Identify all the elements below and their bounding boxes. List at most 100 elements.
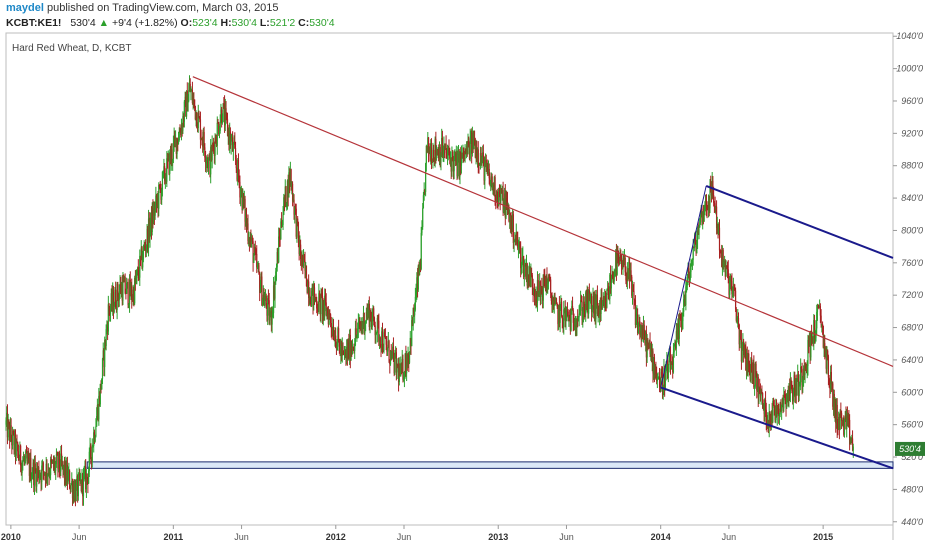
candle-747 — [551, 292, 553, 314]
candle-1142 — [840, 402, 842, 418]
candle-365 — [272, 307, 274, 318]
candle-342 — [255, 248, 257, 256]
candle-267 — [200, 137, 202, 140]
candle-743 — [548, 273, 550, 282]
candle-1113 — [819, 299, 821, 309]
candle-28 — [25, 445, 28, 454]
candle-5 — [9, 421, 11, 449]
x-tick-label-6: 2013 — [488, 532, 508, 542]
candle-274 — [205, 155, 207, 173]
candle-107 — [83, 465, 85, 482]
candle-262 — [196, 122, 199, 133]
candle-691 — [510, 215, 512, 235]
candle-730 — [539, 273, 541, 298]
candle-330 — [246, 218, 248, 230]
candle-702 — [518, 237, 520, 255]
candle-917 — [675, 322, 677, 356]
candle-711 — [525, 262, 527, 280]
candle-1097 — [807, 334, 809, 376]
candle-919 — [677, 318, 679, 343]
y-tick-label-6: 800'0 — [901, 225, 923, 235]
y-tick-label-7: 760'0 — [901, 258, 923, 268]
candle-557 — [412, 307, 414, 331]
candle-500 — [370, 312, 373, 330]
candle-391 — [291, 181, 293, 195]
candle-1159 — [852, 443, 854, 458]
candle-664 — [490, 172, 493, 188]
candle-636 — [470, 130, 472, 145]
candle-713 — [526, 262, 528, 289]
candle-661 — [488, 163, 490, 185]
symbol-label[interactable]: KCBT:KE1! — [6, 17, 62, 29]
candle-224 — [169, 149, 171, 181]
candle-182 — [138, 266, 140, 281]
candle-477 — [354, 338, 356, 359]
x-axis: 2010 Jun 2011 Jun 2012 Jun 2013 Jun 2014 Jun 2015 — [1, 525, 833, 542]
candle-836 — [616, 245, 618, 276]
candle-812 — [599, 300, 601, 326]
candle-587 — [434, 136, 436, 168]
price-tag-label: 530'4 — [899, 444, 921, 454]
candle-598 — [442, 145, 444, 162]
candle-1033 — [760, 388, 762, 405]
candle-559 — [414, 302, 416, 324]
candle-323 — [241, 188, 243, 214]
candle-669 — [494, 174, 496, 206]
candle-992 — [730, 275, 732, 291]
candle-953 — [702, 211, 704, 230]
candle-855 — [630, 262, 632, 282]
candle-283 — [212, 142, 214, 152]
support-zone — [86, 461, 894, 469]
candle-241 — [181, 122, 183, 137]
candle-354 — [264, 291, 266, 308]
candle-268 — [201, 129, 203, 146]
candle-781 — [576, 316, 578, 336]
candle-131 — [101, 378, 103, 390]
author-link[interactable]: maydel — [6, 2, 44, 14]
candle-906 — [667, 363, 669, 383]
candle-816 — [601, 299, 604, 310]
candle-824 — [607, 282, 609, 300]
candle-63 — [51, 458, 53, 464]
candle-409 — [304, 251, 306, 279]
candle-431 — [320, 287, 322, 323]
candle-653 — [482, 144, 484, 167]
candle-366 — [272, 276, 275, 319]
candle-621 — [459, 151, 461, 185]
candle-157 — [120, 276, 122, 295]
candle-765 — [564, 300, 566, 328]
candle-506 — [375, 330, 377, 344]
candle-355 — [264, 289, 267, 302]
candle-438 — [325, 293, 327, 317]
candle-259 — [194, 105, 196, 121]
candle-413 — [307, 279, 309, 294]
candle-16 — [17, 441, 19, 459]
candle-287 — [215, 134, 217, 144]
candle-356 — [265, 293, 267, 309]
candle-1073 — [789, 372, 792, 403]
candle-257 — [193, 92, 195, 109]
candle-292 — [218, 125, 221, 139]
candle-637 — [471, 128, 473, 164]
candle-7 — [10, 418, 12, 442]
candle-593 — [438, 141, 441, 166]
candle-778 — [574, 317, 576, 331]
candle-282 — [211, 135, 213, 169]
candle-1069 — [786, 389, 789, 403]
candle-856 — [631, 274, 633, 298]
candle-280 — [210, 138, 212, 184]
candle-1026 — [755, 361, 757, 378]
candle-1112 — [818, 304, 820, 310]
candle-120 — [93, 426, 95, 453]
candle-876 — [645, 325, 647, 367]
last-price: 530'4 — [70, 17, 96, 29]
candle-314 — [234, 141, 237, 165]
candle-104 — [81, 469, 83, 495]
candle-258 — [194, 99, 196, 112]
candle-406 — [302, 254, 304, 275]
candle-692 — [511, 211, 513, 237]
candle-25 — [23, 454, 25, 466]
candle-502 — [372, 304, 374, 322]
trendline-0 — [192, 76, 894, 367]
